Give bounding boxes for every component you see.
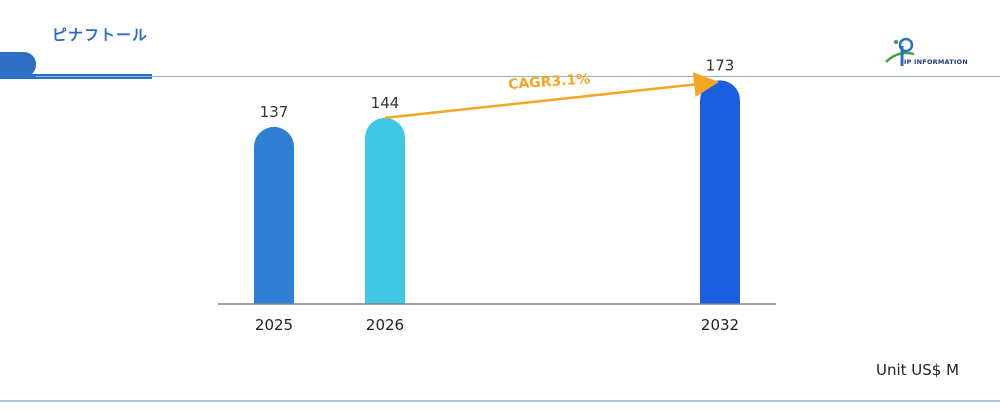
header-tab-decoration [0, 52, 36, 77]
page-title: ピナフトール [52, 26, 149, 44]
footer-divider [0, 400, 1000, 402]
x-tick-2026: 2026 [366, 316, 404, 334]
header-divider [36, 76, 1000, 77]
bar-2026 [365, 117, 405, 304]
x-tick-2032: 2032 [701, 316, 739, 334]
bar-2025 [254, 126, 294, 305]
value-label-2025: 137 [260, 103, 289, 121]
logo-text: IP INFORMATION [904, 58, 968, 66]
cagr-label: CAGR3.1% [508, 71, 591, 93]
unit-label: Unit US$ M [876, 361, 960, 379]
cagr-arrow [384, 72, 719, 120]
ip-information-logo-icon [885, 37, 915, 66]
value-label-2032: 173 [706, 56, 735, 74]
x-tick-2025: 2025 [255, 316, 293, 334]
bar-2032 [700, 80, 740, 304]
value-label-2026: 144 [371, 94, 400, 112]
